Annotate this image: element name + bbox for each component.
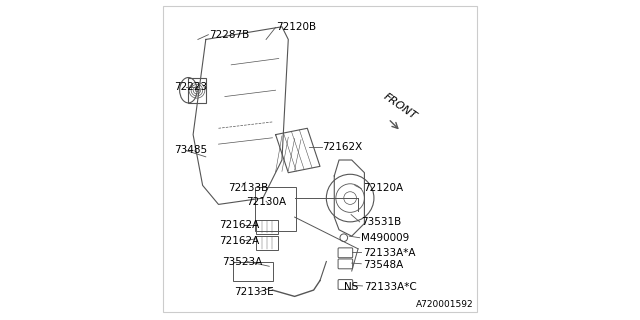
Text: NS: NS [344, 282, 358, 292]
Text: 73485: 73485 [174, 146, 207, 156]
Text: 72223: 72223 [174, 82, 207, 92]
Text: FRONT: FRONT [382, 92, 419, 121]
Text: 72130A: 72130A [246, 197, 287, 207]
Text: 72287B: 72287B [209, 30, 249, 40]
Text: 72162A: 72162A [219, 220, 259, 230]
Text: 72133A*C: 72133A*C [364, 282, 417, 292]
Text: 72120A: 72120A [363, 183, 403, 193]
Text: 73531B: 73531B [361, 217, 401, 227]
Text: M490009: M490009 [361, 233, 410, 243]
Text: 72162A: 72162A [219, 236, 259, 246]
Text: 72133A*A: 72133A*A [363, 248, 415, 258]
Text: 72162X: 72162X [323, 142, 363, 152]
Text: 72133E: 72133E [234, 287, 273, 297]
Text: 73523A: 73523A [221, 257, 262, 267]
Text: 72120B: 72120B [276, 22, 316, 32]
Text: A720001592: A720001592 [416, 300, 474, 309]
Text: 72133B: 72133B [228, 183, 268, 193]
Text: 73548A: 73548A [363, 260, 403, 270]
